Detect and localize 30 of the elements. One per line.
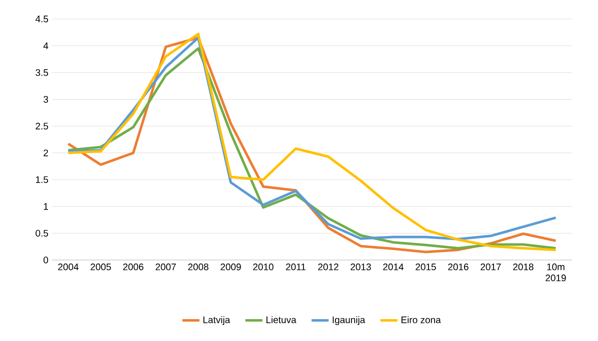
y-tick-label: 3.5 — [36, 69, 48, 76]
y-tick-label: 2 — [44, 150, 48, 156]
x-tick-label: 10m 2019 — [546, 264, 566, 282]
legend-label: Igaunija — [332, 316, 366, 326]
x-tick-label: 2016 — [448, 264, 468, 270]
legend-label: Lietuva — [266, 316, 296, 324]
x-tick-label: 2008 — [188, 264, 208, 270]
x-tick-label: 2006 — [123, 264, 144, 270]
y-tick-label: 4 — [43, 42, 48, 50]
y-tick-label: 4.5 — [35, 16, 48, 22]
x-tick-label: 2017 — [480, 264, 501, 270]
x-tick-label: 2011 — [286, 264, 306, 270]
y-tick-label: 1.5 — [36, 176, 48, 183]
x-tick-label: 2009 — [220, 264, 241, 270]
x-tick-label: 2014 — [383, 264, 404, 270]
y-tick-label: 3 — [44, 96, 48, 103]
x-tick-label: 2018 — [513, 264, 534, 270]
x-tick-label: 2005 — [90, 264, 111, 270]
legend-label: Eiro zona — [402, 316, 441, 324]
y-tick-label: 0.5 — [36, 230, 48, 237]
x-tick-label: 2012 — [318, 264, 338, 270]
legend-label: Latvija — [203, 316, 230, 326]
y-tick-label: 2.5 — [36, 122, 48, 130]
y-tick-label: 1 — [44, 203, 48, 210]
x-tick-label: 2015 — [416, 264, 436, 270]
x-tick-label: 2004 — [58, 264, 79, 270]
x-tick-label: 2010 — [253, 264, 274, 270]
x-tick-label: 2007 — [156, 264, 176, 270]
x-tick-label: 2013 — [350, 264, 371, 270]
y-tick-label: 0 — [44, 256, 48, 264]
